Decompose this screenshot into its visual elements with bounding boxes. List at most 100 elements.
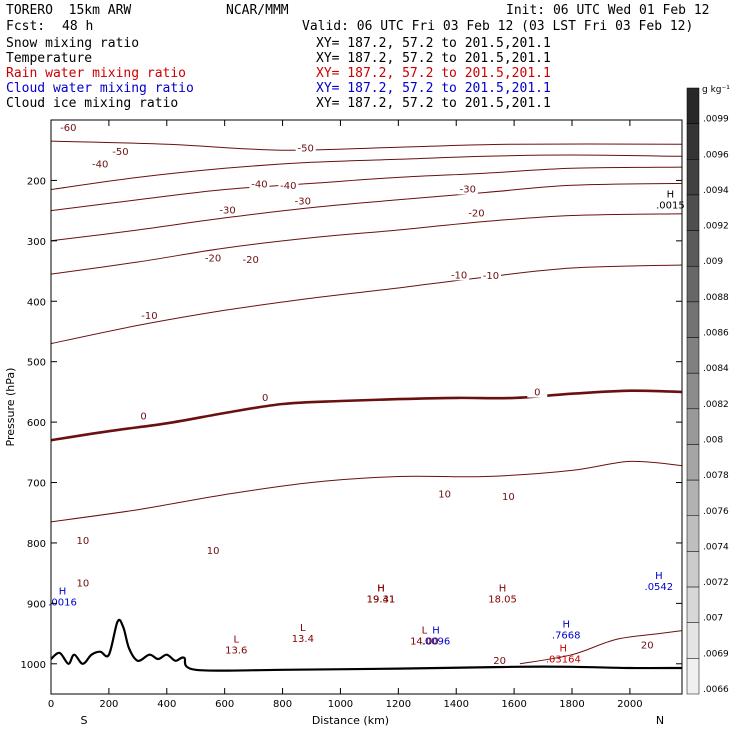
extremum-mark: H [562, 620, 570, 631]
colorbar-cell [686, 87, 700, 124]
contour-label: 20 [641, 641, 654, 652]
extremum-mark: H [655, 571, 663, 582]
contour-label-bg [72, 578, 93, 589]
contour-label: 20 [493, 656, 506, 667]
y-tick-label: 500 [27, 358, 46, 369]
colorbar-cell [686, 479, 700, 517]
colorbar-cell [686, 408, 700, 445]
contour-label: -40 [92, 160, 108, 171]
x-tick-label: 1400 [444, 699, 469, 710]
field-range: XY= 187.2, 57.2 to 201.5,201.1 [316, 36, 551, 51]
contour-label-bg [480, 270, 501, 281]
y-tick-label: 900 [27, 599, 46, 610]
temperature-contour-line [519, 630, 682, 665]
field-name: Rain water mixing ratio [6, 66, 187, 81]
x-axis-north-label: N [656, 714, 664, 727]
contour-label-bg [249, 179, 270, 190]
temperature-contour-line [51, 213, 682, 275]
colorbar-cell [686, 372, 700, 410]
field-range: XY= 187.2, 57.2 to 201.5,201.1 [316, 51, 551, 66]
colorbar-label: .0078 [703, 471, 729, 481]
temperature-contour-line [51, 389, 682, 442]
colorbar-label: .0074 [703, 542, 729, 552]
extremum-value: .0016 [48, 597, 77, 608]
x-tick-label: 1800 [559, 699, 584, 710]
contour-label-bg [527, 387, 548, 398]
colorbar-label: .0086 [703, 329, 729, 339]
extremum-value: 18.05 [488, 594, 517, 605]
y-tick-label: 800 [27, 539, 46, 550]
contour-label: -30 [219, 206, 235, 217]
extremum-mark: H [499, 583, 507, 594]
contour-label: 0 [534, 388, 540, 399]
extremum-value: 14.00 [410, 637, 439, 648]
colorbar-label: .0092 [703, 222, 729, 232]
temperature-contour-line [51, 154, 682, 190]
field-range: XY= 187.2, 57.2 to 201.5,201.1 [316, 66, 551, 81]
contour-label: 0 [140, 412, 146, 423]
y-tick-label: 200 [27, 176, 46, 187]
y-tick-label: 700 [27, 479, 46, 490]
x-tick-label: 1200 [386, 699, 411, 710]
colorbar-cell [686, 515, 700, 552]
contour-label-bg [217, 205, 238, 216]
contour-label: 10 [502, 492, 515, 503]
contour-label-bg [434, 489, 455, 500]
x-tick-label: 0 [48, 699, 54, 710]
contour-label-bg [133, 411, 154, 422]
colorbar-label: .0082 [703, 400, 729, 410]
contour-label-bg [240, 255, 261, 266]
x-tick-label: 200 [99, 699, 118, 710]
colorbar-cell [686, 159, 700, 196]
contour-label: -60 [60, 123, 76, 134]
extremum-mark: H [377, 583, 385, 594]
valid-time: Valid: 06 UTC Fri 03 Feb 12 (03 LST Fri … [302, 19, 694, 34]
contour-label: -50 [112, 147, 128, 158]
extremum-mark: H [667, 189, 675, 200]
field-range: XY= 187.2, 57.2 to 201.5,201.1 [316, 96, 551, 111]
x-tick-label: 1000 [328, 699, 353, 710]
contour-label-bg [292, 196, 313, 207]
colorbar-cell [686, 622, 700, 659]
colorbar-cell [686, 586, 700, 623]
extremum-value: .0096 [422, 637, 451, 648]
x-tick-label: 2000 [617, 699, 642, 710]
contour-label-bg [457, 184, 478, 195]
contour-label: 10 [207, 546, 220, 557]
temperature-contour-line [51, 264, 682, 345]
extremum-mark: L [422, 626, 428, 637]
extremum-value: 13.4 [292, 634, 314, 645]
temperature-contour-line [51, 182, 682, 242]
colorbar-label: .0096 [703, 150, 729, 160]
colorbar-cell [686, 265, 700, 303]
extremum-value: 19.31 [367, 594, 396, 605]
extremum-mark: H [560, 644, 568, 655]
contour-label: -30 [460, 185, 476, 196]
forecast-hour: 48 h [62, 19, 94, 34]
contour-label: -20 [205, 253, 221, 264]
contour-label-bg [278, 180, 299, 191]
colorbar-cell [686, 123, 700, 160]
org-label: NCAR/MMM [226, 3, 289, 18]
temperature-contour-line [51, 166, 682, 212]
y-tick-label: 400 [27, 297, 46, 308]
colorbar-label: .0099 [703, 115, 729, 125]
contour-label: -10 [483, 271, 499, 282]
contour-label-bg [203, 545, 224, 556]
contour-label-bg [489, 655, 510, 666]
y-tick-label: 1000 [21, 660, 46, 671]
temperature-contour-line [51, 460, 682, 523]
extremum-value: .03164 [546, 655, 581, 666]
colorbar-cell [686, 230, 700, 267]
contour-label: -10 [141, 311, 157, 322]
contour-label-bg [58, 122, 79, 133]
forecast-label: Fcst: [6, 19, 46, 34]
contour-label: -10 [451, 270, 467, 281]
colorbar-cell [686, 301, 700, 338]
extremum-mark: H [59, 586, 67, 597]
x-tick-label: 1600 [501, 699, 526, 710]
y-tick-label: 600 [27, 418, 46, 429]
extremum-value: 19.41 [367, 594, 396, 605]
terrain-line [51, 618, 682, 672]
contour-label: -40 [251, 180, 267, 191]
